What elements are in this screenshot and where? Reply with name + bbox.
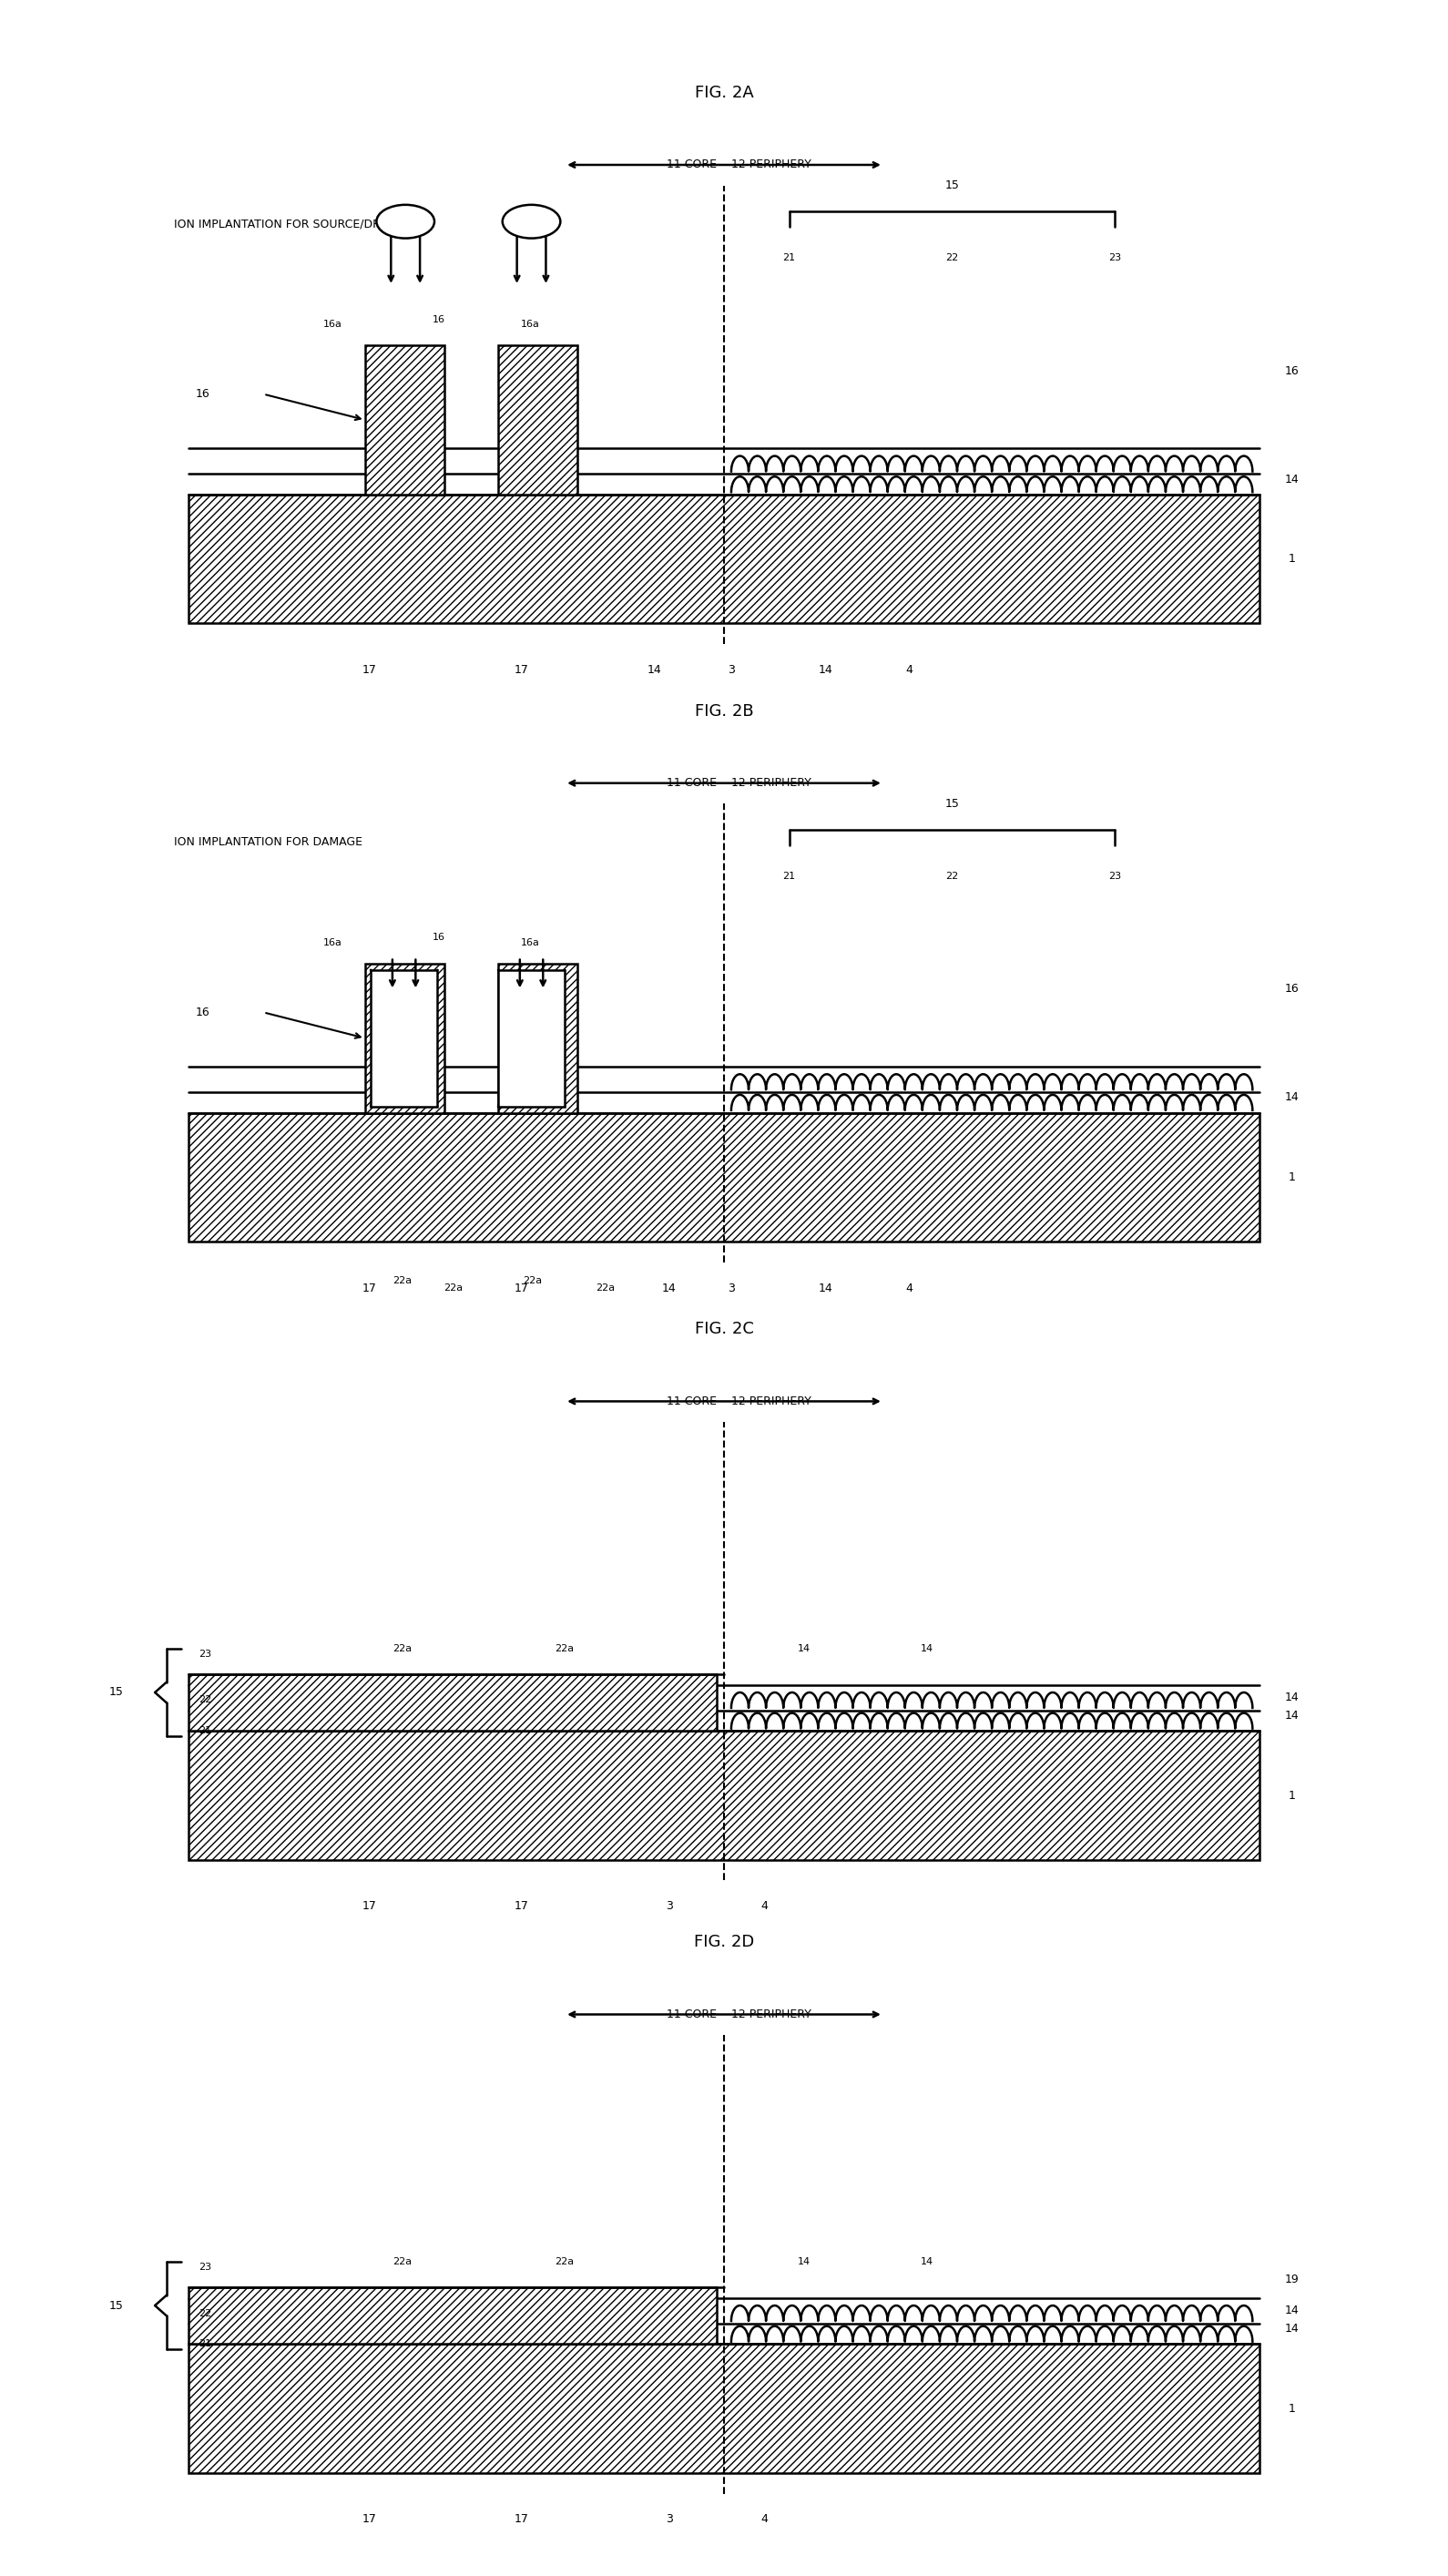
Text: 12 PERIPHERY: 12 PERIPHERY (731, 2009, 811, 2020)
Text: 22: 22 (946, 252, 959, 263)
Text: 21: 21 (198, 2339, 211, 2349)
Text: 12 PERIPHERY: 12 PERIPHERY (731, 778, 811, 788)
Ellipse shape (376, 206, 434, 240)
Text: 22a: 22a (392, 1275, 413, 1285)
Text: 17: 17 (362, 1901, 376, 1911)
Text: 21: 21 (198, 1726, 211, 1736)
Text: 14: 14 (1284, 2306, 1299, 2316)
Text: 14: 14 (1284, 1710, 1299, 1721)
Bar (498, 345, 578, 495)
Bar (188, 1113, 1260, 1242)
Text: 16: 16 (195, 1007, 210, 1018)
Text: FIG. 2A: FIG. 2A (695, 85, 753, 100)
Text: 16: 16 (1284, 984, 1299, 994)
Text: 17: 17 (514, 1283, 529, 1293)
Text: 16a: 16a (520, 319, 540, 330)
Text: 3: 3 (666, 1901, 672, 1911)
Text: 22: 22 (946, 871, 959, 881)
Text: 1: 1 (1289, 1172, 1295, 1182)
Text: 15: 15 (109, 2300, 123, 2311)
Text: 3: 3 (728, 665, 734, 675)
Bar (188, 1731, 1260, 1860)
Text: 15: 15 (946, 180, 959, 191)
Text: 11 CORE: 11 CORE (666, 778, 717, 788)
Bar (188, 1674, 717, 1731)
Text: 14: 14 (1284, 2324, 1299, 2334)
Text: 14: 14 (818, 1283, 833, 1293)
Text: FIG. 2D: FIG. 2D (694, 1935, 754, 1950)
Text: 16a: 16a (323, 319, 343, 330)
Text: 16a: 16a (520, 938, 540, 948)
Text: 4: 4 (762, 1901, 767, 1911)
Text: 22: 22 (198, 2308, 211, 2318)
Bar (365, 345, 445, 495)
Text: 14: 14 (798, 1643, 809, 1654)
Text: 15: 15 (946, 799, 959, 809)
Text: 14: 14 (921, 2257, 933, 2267)
Text: 14: 14 (818, 665, 833, 675)
Text: 22a: 22a (443, 1283, 463, 1293)
Text: 12 PERIPHERY: 12 PERIPHERY (731, 1396, 811, 1406)
Text: 23: 23 (198, 2262, 211, 2272)
Text: 17: 17 (362, 1283, 376, 1293)
Text: 14: 14 (798, 2257, 809, 2267)
Text: ION IMPLANTATION FOR DAMAGE: ION IMPLANTATION FOR DAMAGE (174, 837, 362, 848)
Text: 11 CORE: 11 CORE (666, 2009, 717, 2020)
Text: 14: 14 (1284, 474, 1299, 484)
Text: 23: 23 (198, 1649, 211, 1659)
Text: 12 PERIPHERY: 12 PERIPHERY (731, 160, 811, 170)
Text: 17: 17 (362, 2514, 376, 2524)
Ellipse shape (502, 206, 560, 240)
Text: 17: 17 (514, 2514, 529, 2524)
Text: 14: 14 (1284, 1692, 1299, 1703)
Text: FIG. 2B: FIG. 2B (695, 703, 753, 719)
Text: 19: 19 (1284, 2275, 1299, 2285)
Bar (188, 2344, 1260, 2473)
Text: 16: 16 (195, 389, 210, 399)
Text: ION IMPLANTATION FOR SOURCE/DRAIN: ION IMPLANTATION FOR SOURCE/DRAIN (174, 219, 400, 229)
Text: 17: 17 (514, 665, 529, 675)
Text: 23: 23 (1109, 252, 1121, 263)
Text: 22a: 22a (392, 1643, 413, 1654)
Text: 22a: 22a (555, 2257, 575, 2267)
Text: 17: 17 (514, 1901, 529, 1911)
Text: 1: 1 (1289, 2403, 1295, 2414)
Text: 14: 14 (1284, 1092, 1299, 1103)
Text: 14: 14 (662, 1283, 676, 1293)
Text: 16: 16 (433, 933, 445, 943)
Text: 1: 1 (1289, 1790, 1295, 1801)
Bar (365, 963, 445, 1113)
Text: 16: 16 (1284, 366, 1299, 376)
Text: 22a: 22a (595, 1283, 615, 1293)
Text: 16a: 16a (323, 938, 343, 948)
Text: 17: 17 (362, 665, 376, 675)
Bar (188, 2287, 717, 2344)
Text: 3: 3 (666, 2514, 672, 2524)
Bar (498, 963, 578, 1113)
Text: 4: 4 (906, 1283, 912, 1293)
Text: 1: 1 (1289, 554, 1295, 564)
Text: 16: 16 (433, 314, 445, 325)
Text: 22a: 22a (555, 1643, 575, 1654)
Text: 22a: 22a (392, 2257, 413, 2267)
Text: 22: 22 (198, 1695, 211, 1705)
Text: 21: 21 (783, 871, 795, 881)
Text: FIG. 2C: FIG. 2C (695, 1321, 753, 1337)
Bar (188, 495, 1260, 623)
Text: 4: 4 (906, 665, 912, 675)
Text: 3: 3 (728, 1283, 734, 1293)
Bar (498, 971, 565, 1108)
Text: 4: 4 (762, 2514, 767, 2524)
Text: 15: 15 (109, 1687, 123, 1698)
Text: 21: 21 (783, 252, 795, 263)
Text: 14: 14 (647, 665, 662, 675)
Text: 22a: 22a (523, 1275, 543, 1285)
Text: 11 CORE: 11 CORE (666, 1396, 717, 1406)
Text: 14: 14 (921, 1643, 933, 1654)
Text: 11 CORE: 11 CORE (666, 160, 717, 170)
Bar (371, 971, 437, 1108)
Text: 23: 23 (1109, 871, 1121, 881)
